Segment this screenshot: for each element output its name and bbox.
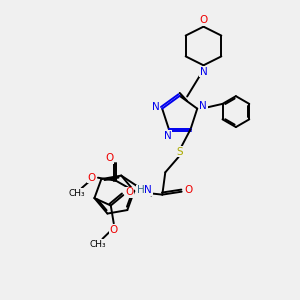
Text: O: O xyxy=(87,173,96,183)
Text: N: N xyxy=(200,67,207,77)
Text: CH₃: CH₃ xyxy=(68,189,85,198)
Text: N: N xyxy=(152,102,160,112)
Text: N: N xyxy=(145,185,152,195)
Text: O: O xyxy=(110,225,118,235)
Text: CH₃: CH₃ xyxy=(89,240,106,249)
Text: S: S xyxy=(177,146,184,157)
Text: O: O xyxy=(200,15,208,25)
Text: N: N xyxy=(164,131,171,141)
Text: N: N xyxy=(199,101,207,111)
Text: O: O xyxy=(105,153,113,164)
Text: O: O xyxy=(126,187,134,197)
Text: O: O xyxy=(184,185,192,195)
Text: H: H xyxy=(137,185,145,195)
